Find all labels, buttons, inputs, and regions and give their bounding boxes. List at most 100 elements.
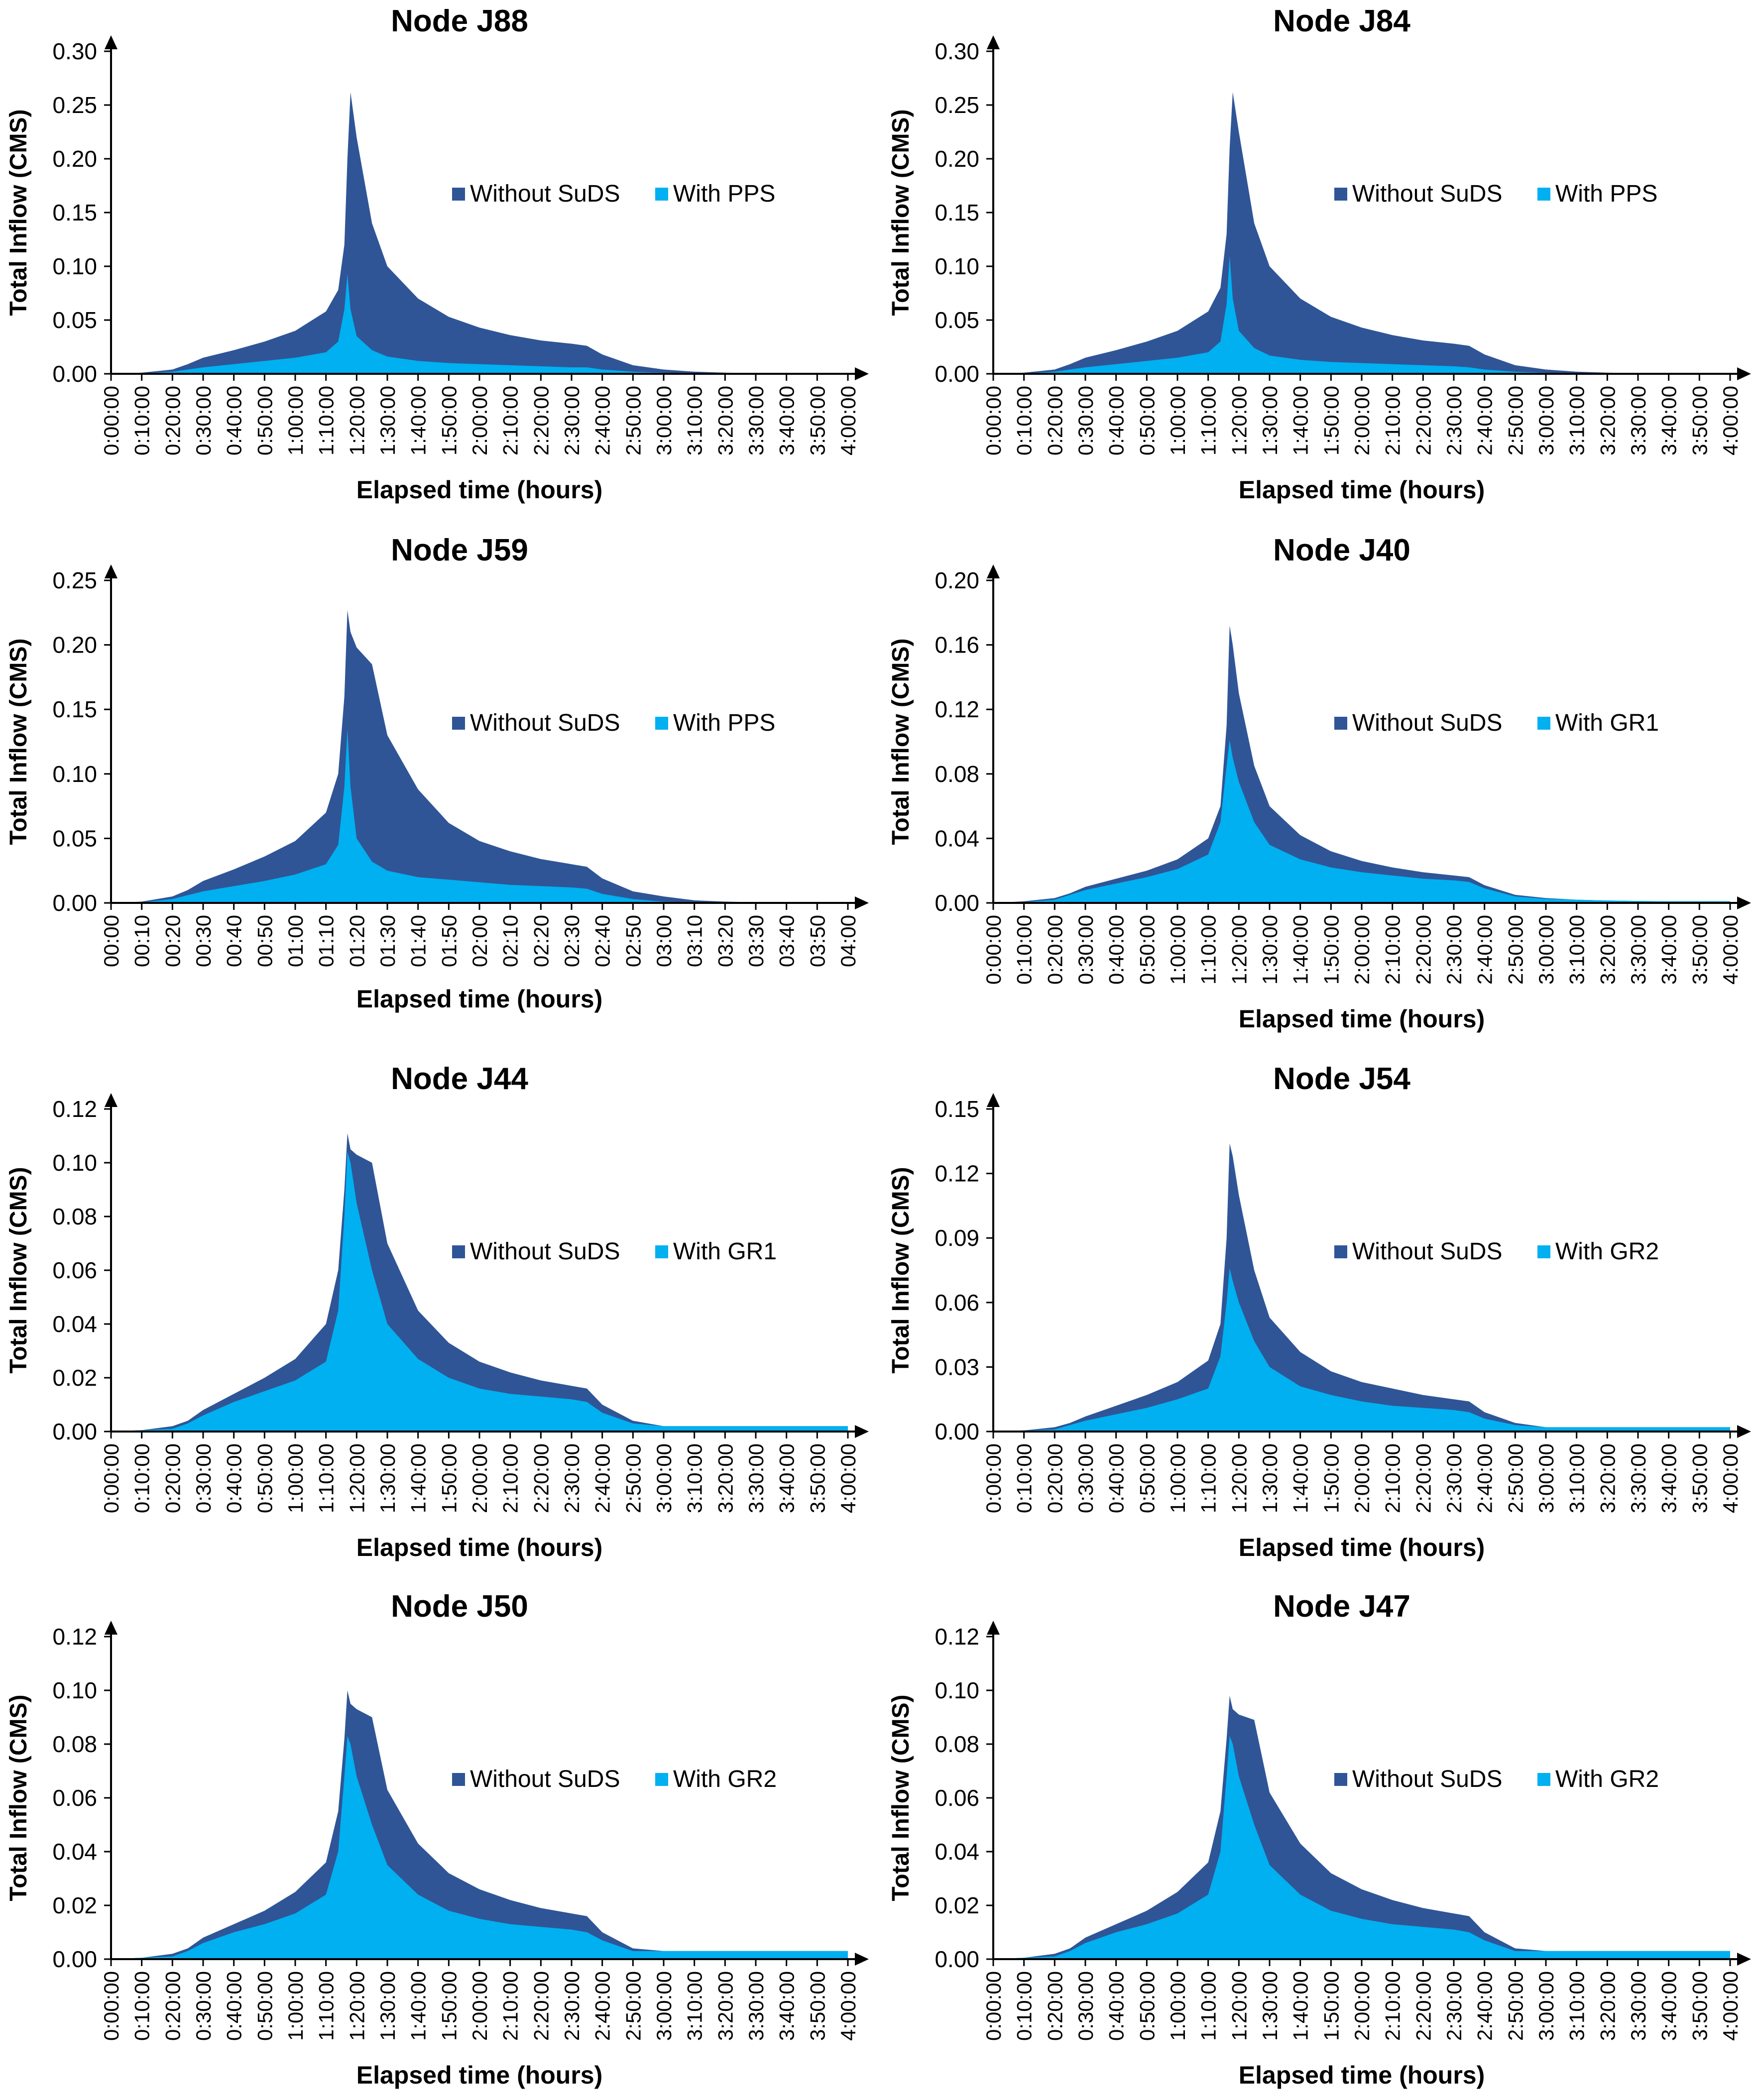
x-tick-label: 0:50:00: [253, 1971, 276, 2041]
x-tick-label: 3:00:00: [1534, 1443, 1558, 1513]
y-tick-label: 0.10: [935, 1677, 979, 1703]
x-tick-label: 0:40:00: [1105, 1443, 1128, 1513]
y-tick-label: 0.00: [52, 1419, 97, 1444]
x-tick-label: 0:00:00: [982, 1443, 1005, 1513]
x-tick-label: 0:40:00: [1105, 386, 1128, 455]
x-tick-label: 3:50:00: [1688, 915, 1711, 985]
y-axis-arrow: [105, 35, 117, 49]
series-without-suds: [993, 1695, 1730, 1959]
x-tick-label: 2:00:00: [468, 386, 491, 455]
x-tick-label: 0:20:00: [161, 1971, 184, 2041]
x-tick-label: 0:20:00: [1043, 1443, 1066, 1513]
x-tick-label: 1:10:00: [1197, 915, 1220, 985]
legend-swatch-without: [452, 1245, 465, 1258]
x-tick-label: 03:40: [775, 915, 799, 967]
x-tick-label: 3:20:00: [713, 386, 737, 455]
x-tick-label: 3:40:00: [775, 1443, 799, 1513]
x-tick-label: 2:40:00: [1473, 915, 1497, 985]
x-tick-label: 3:10:00: [1565, 1971, 1589, 2041]
y-tick-label: 0.16: [935, 632, 979, 658]
x-axis-title: Elapsed time (hours): [1239, 1534, 1485, 1561]
legend-label-with: With GR2: [1555, 1766, 1659, 1792]
y-tick-label: 0.12: [935, 1624, 979, 1650]
x-tick-label: 01:50: [437, 915, 461, 967]
x-tick-label: 0:50:00: [1135, 1971, 1159, 2041]
x-tick-label: 0:00:00: [100, 1971, 123, 2041]
y-tick-label: 0.00: [52, 1946, 97, 1972]
x-tick-label: 2:00:00: [1350, 1443, 1374, 1513]
x-tick-label: 4:00:00: [1719, 915, 1742, 985]
x-tick-label: 1:00:00: [1166, 386, 1189, 455]
x-tick-label: 03:50: [806, 915, 829, 967]
x-tick-label: 00:40: [223, 915, 246, 967]
x-tick-label: 02:20: [529, 915, 553, 967]
x-tick-label: 2:50:00: [621, 1443, 645, 1513]
y-tick-label: 0.30: [935, 38, 979, 64]
x-tick-label: 2:00:00: [1350, 915, 1374, 985]
y-tick-label: 0.25: [52, 92, 97, 118]
x-tick-label: 1:30:00: [376, 1443, 399, 1513]
x-tick-label: 01:20: [345, 915, 368, 967]
series-without-suds: [111, 1690, 848, 1959]
x-tick-label: 2:10:00: [1381, 1443, 1404, 1513]
x-tick-label: 2:20:00: [529, 1443, 553, 1513]
x-tick-label: 3:50:00: [806, 1971, 829, 2041]
x-tick-label: 2:30:00: [1442, 1443, 1466, 1513]
x-tick-label: 0:30:00: [192, 1971, 215, 2041]
x-tick-label: 1:50:00: [1319, 915, 1343, 985]
y-tick-label: 0.03: [935, 1354, 979, 1380]
y-axis-title: Total Inflow (CMS): [5, 1694, 32, 1901]
x-tick-label: 02:30: [560, 915, 584, 967]
x-tick-label: 2:20:00: [1411, 915, 1435, 985]
y-tick-label: 0.04: [52, 1311, 97, 1337]
x-tick-label: 1:30:00: [1258, 915, 1282, 985]
y-tick-label: 0.05: [935, 307, 979, 333]
x-tick-label: 1:50:00: [437, 1443, 461, 1513]
x-tick-label: 03:10: [683, 915, 706, 967]
y-tick-label: 0.12: [52, 1096, 97, 1122]
x-tick-label: 01:30: [376, 915, 399, 967]
legend-swatch-without: [452, 188, 465, 201]
y-tick-label: 0.05: [52, 825, 97, 851]
legend-swatch-with: [655, 1773, 668, 1786]
x-tick-label: 1:50:00: [437, 386, 461, 455]
legend-label-with: With GR1: [673, 1238, 777, 1265]
x-tick-label: 3:20:00: [1596, 386, 1619, 455]
y-tick-label: 0.06: [935, 1785, 979, 1811]
y-tick-label: 0.04: [935, 1839, 979, 1865]
x-tick-label: 2:20:00: [529, 386, 553, 455]
x-tick-label: 3:10:00: [683, 1971, 706, 2041]
y-tick-label: 0.06: [52, 1257, 97, 1283]
x-tick-label: 0:30:00: [1074, 915, 1097, 985]
x-tick-label: 3:30:00: [1627, 1443, 1650, 1513]
y-tick-label: 0.25: [935, 92, 979, 118]
x-tick-label: 1:40:00: [1289, 1971, 1312, 2041]
chart-node-j50: Node J50 0.00 0.02 0.04 0.06 0.08 0.10 0.12 0:00…: [5, 1589, 869, 2089]
x-tick-label: 2:50:00: [621, 1971, 645, 2041]
x-tick-label: 3:10:00: [1565, 1443, 1589, 1513]
y-tick-label: 0.06: [52, 1785, 97, 1811]
x-axis-arrow: [855, 1425, 869, 1438]
x-axis-title: Elapsed time (hours): [356, 985, 603, 1013]
legend-swatch-with: [655, 188, 668, 201]
x-tick-label: 2:20:00: [1411, 386, 1435, 455]
y-tick-label: 0.20: [935, 567, 979, 593]
x-tick-label: 2:40:00: [591, 1971, 614, 2041]
y-tick-label: 0.10: [52, 253, 97, 279]
x-tick-label: 0:00:00: [100, 1443, 123, 1513]
y-tick-label: 0.02: [935, 1892, 979, 1918]
y-tick-label: 0.30: [52, 38, 97, 64]
x-tick-label: 1:20:00: [1227, 1443, 1251, 1513]
x-axis-title: Elapsed time (hours): [356, 1534, 603, 1561]
legend-swatch-with: [655, 717, 668, 730]
x-tick-label: 02:00: [468, 915, 491, 967]
x-tick-label: 3:00:00: [1534, 915, 1558, 985]
x-tick-label: 1:30:00: [1258, 386, 1282, 455]
x-tick-label: 1:30:00: [376, 386, 399, 455]
x-tick-label: 2:30:00: [1442, 1971, 1466, 2041]
chart-title: Node J44: [391, 1062, 528, 1096]
x-tick-label: 3:10:00: [1565, 915, 1589, 985]
x-tick-label: 0:30:00: [1074, 1443, 1097, 1513]
x-tick-label: 0:10:00: [1013, 915, 1036, 985]
series-without-suds: [111, 1133, 848, 1432]
